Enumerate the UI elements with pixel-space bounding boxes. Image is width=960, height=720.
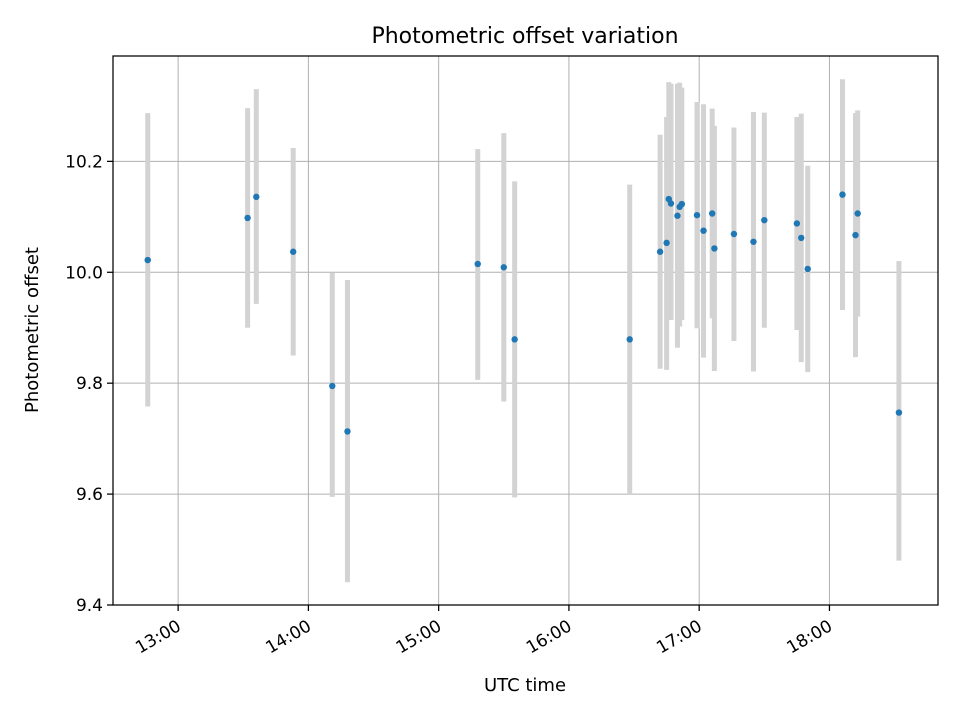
data-point — [289, 248, 297, 255]
data-point — [244, 214, 251, 222]
data-point — [674, 212, 681, 219]
y-axis-label: Photometric offset — [22, 247, 43, 413]
data-point — [798, 234, 805, 242]
data-point — [711, 245, 718, 252]
data-point — [793, 220, 801, 227]
data-point — [839, 191, 846, 198]
data-point — [511, 336, 518, 343]
y-tick-label: 10.2 — [65, 152, 103, 172]
data-point — [804, 265, 811, 273]
data-point — [656, 248, 664, 255]
data-point — [144, 256, 151, 264]
data-point — [700, 227, 707, 234]
data-point — [730, 230, 738, 238]
data-points — [144, 191, 903, 435]
chart-title: Photometric offset variation — [371, 24, 678, 49]
data-point — [852, 231, 859, 239]
y-tick-label: 9.4 — [76, 596, 103, 616]
data-point — [667, 200, 675, 207]
y-axis-ticks: 9.4 9.6 9.8 10.0 10.2 — [65, 152, 113, 616]
data-point — [663, 239, 670, 247]
data-point — [709, 210, 716, 217]
data-point — [895, 409, 903, 416]
data-point — [854, 210, 861, 217]
data-point — [474, 260, 481, 268]
x-axis-label: UTC time — [484, 675, 566, 696]
data-point — [750, 238, 757, 245]
data-point — [626, 336, 633, 343]
y-tick-label: 9.8 — [76, 374, 103, 394]
data-point — [678, 200, 686, 208]
y-tick-label: 10.0 — [65, 263, 103, 283]
data-point — [253, 193, 260, 201]
plot-area-frame — [112, 55, 939, 606]
data-point — [693, 211, 701, 219]
y-tick-label: 9.6 — [76, 485, 103, 505]
data-point — [329, 382, 336, 390]
data-point — [500, 264, 507, 271]
data-point — [344, 428, 351, 435]
data-point — [761, 216, 768, 224]
